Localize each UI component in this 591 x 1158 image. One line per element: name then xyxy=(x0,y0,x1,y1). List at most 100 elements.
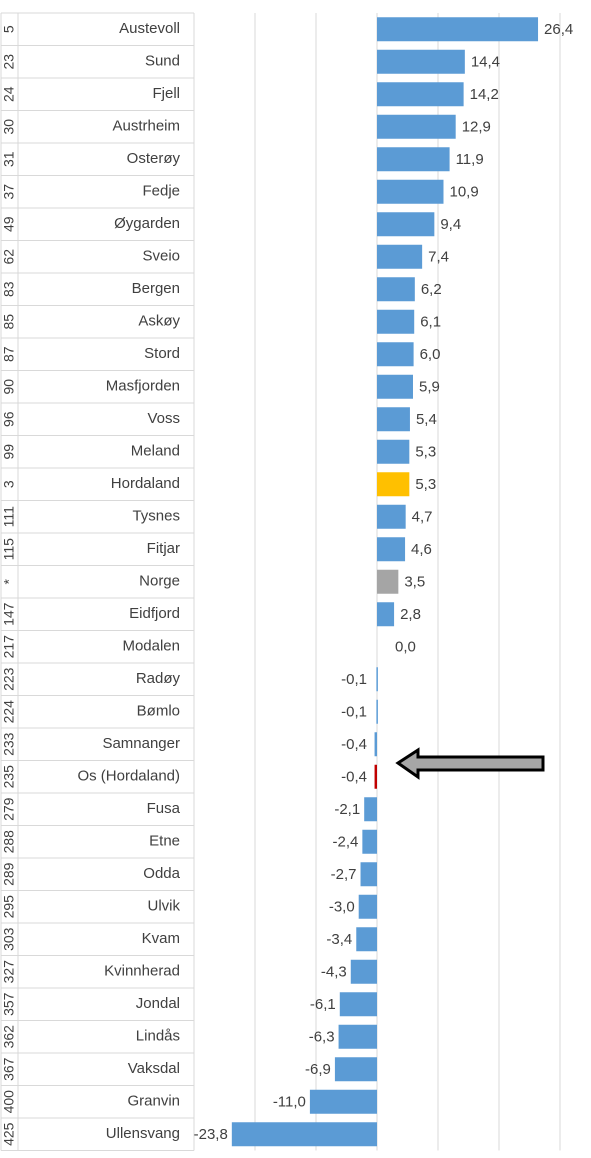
category-label: Meland xyxy=(131,443,180,460)
bar xyxy=(377,407,410,432)
x-tick-label: 30 xyxy=(552,1155,569,1158)
category-label: Lindås xyxy=(136,1028,180,1045)
value-label: 9,4 xyxy=(440,216,461,233)
rank-label: * xyxy=(1,578,17,584)
rank-label: 90 xyxy=(1,379,17,395)
bar xyxy=(374,764,377,789)
category-label: Tysnes xyxy=(132,508,180,525)
category-label: Kvinnherad xyxy=(104,963,180,980)
bar xyxy=(364,797,377,822)
rank-label: 99 xyxy=(1,444,17,460)
category-label: Modalen xyxy=(122,638,180,655)
category-label: Radøy xyxy=(136,670,181,687)
rank-label: 115 xyxy=(1,538,17,561)
category-label: Granvin xyxy=(127,1093,180,1110)
bar xyxy=(377,537,406,562)
category-label: Sund xyxy=(145,53,180,70)
value-label: 5,9 xyxy=(419,379,440,396)
category-label: Bømlo xyxy=(137,703,180,720)
category-label: Jondal xyxy=(136,995,180,1012)
value-label: 10,9 xyxy=(449,184,478,201)
category-label: Hordaland xyxy=(111,475,180,492)
x-tick-label: 20 xyxy=(491,1155,508,1158)
category-label: Osterøy xyxy=(127,150,181,167)
rank-label: 223 xyxy=(1,667,17,691)
bar xyxy=(377,147,450,172)
category-label: Ulvik xyxy=(148,898,181,915)
value-label: 26,4 xyxy=(544,21,573,38)
bar xyxy=(339,992,377,1017)
value-label: -6,1 xyxy=(310,996,336,1013)
rank-label: 327 xyxy=(1,960,17,984)
value-label: -6,3 xyxy=(309,1029,335,1046)
bar xyxy=(377,342,414,367)
value-label: -3,4 xyxy=(326,931,352,948)
bar xyxy=(377,82,464,107)
bar xyxy=(377,569,399,594)
category-label: Fitjar xyxy=(147,540,180,557)
rank-label: 49 xyxy=(1,216,17,232)
value-label: 14,2 xyxy=(470,86,499,103)
value-label: -23,8 xyxy=(194,1126,228,1143)
value-label: 6,2 xyxy=(421,281,442,298)
bar xyxy=(338,1024,377,1049)
rank-label: 62 xyxy=(1,249,17,265)
x-tick-label: -10 xyxy=(305,1155,327,1158)
category-label: Odda xyxy=(143,865,180,882)
bar xyxy=(377,49,465,74)
value-label: -2,4 xyxy=(333,834,359,851)
category-label: Øygarden xyxy=(114,215,180,232)
category-label: Masfjorden xyxy=(106,378,180,395)
bar xyxy=(360,862,377,887)
bar xyxy=(377,504,406,529)
category-label: Fedje xyxy=(142,183,180,200)
bar xyxy=(376,667,378,692)
rank-label: 23 xyxy=(1,54,17,70)
value-label: 5,3 xyxy=(415,476,436,493)
category-label: Kvam xyxy=(142,930,180,947)
value-label: -2,7 xyxy=(331,866,357,883)
rank-label: 357 xyxy=(1,992,17,1016)
value-label: -0,4 xyxy=(341,769,367,786)
bar xyxy=(362,829,377,854)
category-label: Fusa xyxy=(147,800,181,817)
value-label: 7,4 xyxy=(428,249,449,266)
rank-label: 24 xyxy=(1,86,17,102)
category-label: Samnanger xyxy=(102,735,180,752)
value-label: -0,1 xyxy=(341,671,367,688)
rank-label: 425 xyxy=(1,1122,17,1146)
bar xyxy=(377,179,444,204)
category-label: Stord xyxy=(144,345,180,362)
x-tick-label: -30 xyxy=(183,1155,205,1158)
x-tick-label: 10 xyxy=(430,1155,447,1158)
bar xyxy=(377,439,410,464)
bar xyxy=(334,1057,377,1082)
value-label: 6,1 xyxy=(420,314,441,331)
category-label: Etne xyxy=(149,833,180,850)
value-label: 11,9 xyxy=(456,151,484,168)
rank-label: 37 xyxy=(1,184,17,200)
value-label: -11,0 xyxy=(273,1094,306,1111)
bar xyxy=(377,277,415,302)
rank-label: 30 xyxy=(1,119,17,135)
bar xyxy=(376,699,378,724)
rank-label: 31 xyxy=(1,151,17,167)
category-label: Austevoll xyxy=(119,20,180,37)
bar xyxy=(356,927,377,952)
bar xyxy=(377,472,410,497)
bar xyxy=(358,894,377,919)
category-label: Askøy xyxy=(138,313,180,330)
value-label: -2,1 xyxy=(334,801,360,818)
rank-label: 362 xyxy=(1,1025,17,1049)
bar xyxy=(377,374,413,399)
rank-label: 367 xyxy=(1,1057,17,1081)
value-label: 2,8 xyxy=(400,606,421,623)
value-label: 4,7 xyxy=(412,509,433,526)
rank-label: 289 xyxy=(1,862,17,886)
bar xyxy=(377,244,423,269)
category-label: Vaksdal xyxy=(128,1060,180,1077)
category-label: Eidfjord xyxy=(129,605,180,622)
value-label: -6,9 xyxy=(305,1061,331,1078)
value-label: -3,0 xyxy=(329,899,355,916)
bar xyxy=(350,959,377,984)
